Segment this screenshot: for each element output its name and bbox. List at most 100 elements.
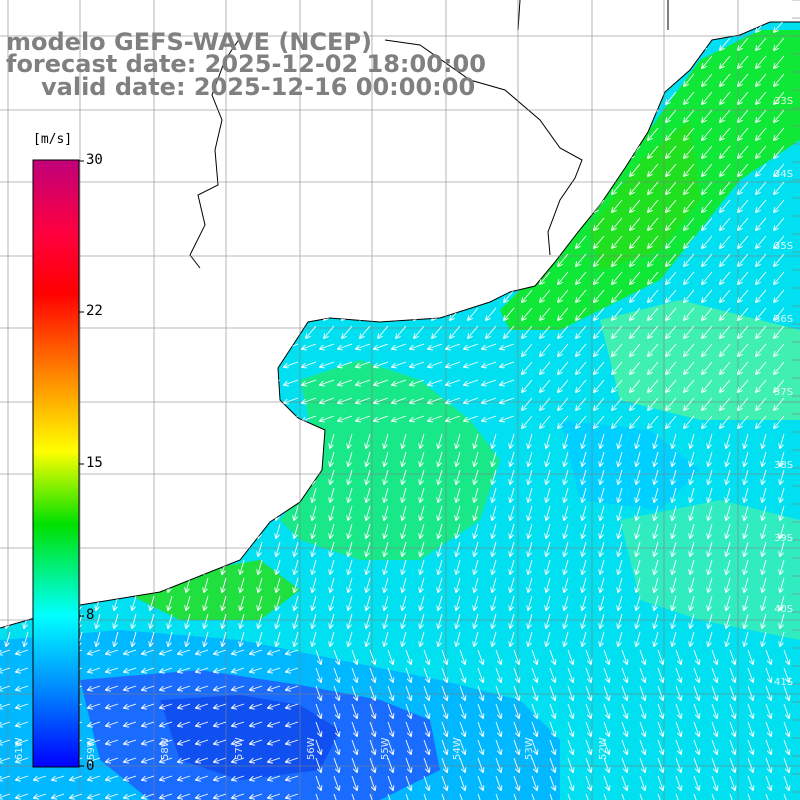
wind-arrow: [582, 541, 587, 556]
wind-arrow: [636, 451, 641, 466]
wind-arrow: [774, 379, 785, 392]
wind-arrow: [504, 289, 515, 302]
wind-arrow: [248, 415, 263, 421]
wind-arrow: [684, 325, 695, 338]
wind-arrow: [576, 181, 587, 194]
wind-arrow: [320, 397, 335, 403]
wind-arrow: [168, 451, 173, 466]
wind-arrow: [222, 505, 227, 520]
wind-arrow: [312, 487, 317, 502]
wind-arrow: [756, 253, 767, 266]
wind-arrow: [504, 307, 515, 320]
wind-arrow: [312, 541, 317, 556]
wind-arrow: [564, 487, 569, 502]
wind-arrow: [216, 307, 227, 320]
wind-arrow: [540, 415, 551, 428]
wind-arrow: [594, 145, 605, 158]
wind-arrow: [36, 109, 47, 122]
wind-arrow: [702, 253, 713, 266]
wind-arrow: [720, 91, 731, 104]
wind-arrow: [648, 271, 659, 284]
wind-arrow: [774, 199, 785, 212]
wind-arrow: [24, 631, 29, 646]
wind-arrow: [576, 415, 587, 428]
wind-arrow: [432, 217, 443, 230]
wind-arrow: [114, 469, 119, 484]
wind-arrow: [756, 163, 767, 176]
wind-arrow: [90, 109, 101, 122]
wind-arrow: [342, 109, 353, 122]
wind-arrow: [384, 613, 389, 628]
wind-arrow: [252, 181, 263, 194]
wind-arrow: [648, 361, 659, 374]
wind-arrow: [126, 199, 137, 212]
wind-arrow: [684, 307, 695, 320]
wind-arrow: [780, 595, 785, 610]
wind-arrow: [90, 289, 101, 302]
longitude-label: 57W: [234, 737, 245, 760]
wind-arrow: [204, 469, 209, 484]
wind-arrow: [492, 613, 497, 628]
wind-arrow: [726, 505, 731, 520]
wind-arrow: [306, 307, 317, 320]
wind-arrow: [378, 289, 389, 302]
wind-arrow: [140, 379, 155, 385]
wind-arrow: [150, 631, 155, 646]
wind-arrow: [144, 109, 155, 122]
wind-arrow: [24, 559, 29, 574]
wind-arrow: [410, 361, 425, 367]
wind-arrow: [528, 469, 533, 484]
wind-arrow: [414, 163, 425, 176]
wind-arrow: [522, 55, 533, 68]
wind-arrow: [420, 433, 425, 448]
wind-arrow: [288, 145, 299, 158]
wind-arrow: [558, 127, 569, 140]
wind-arrow: [186, 505, 191, 520]
wind-arrow: [666, 253, 677, 266]
wind-arrow: [360, 163, 371, 176]
wind-arrow: [96, 433, 101, 448]
wind-arrow: [90, 271, 101, 284]
wind-arrow: [582, 559, 587, 574]
wind-arrow: [24, 541, 29, 556]
wind-arrow: [324, 325, 335, 338]
wind-arrow: [168, 487, 173, 502]
wind-arrow: [320, 379, 335, 385]
wind-arrow: [248, 343, 263, 349]
wind-arrow: [612, 343, 623, 356]
wind-arrow: [654, 505, 659, 520]
wind-arrow: [558, 343, 569, 356]
wind-arrow: [420, 559, 425, 574]
wind-arrow: [500, 379, 515, 385]
wind-arrow: [54, 109, 65, 122]
wind-arrow: [774, 361, 785, 374]
wind-arrow: [630, 415, 641, 428]
wind-arrow: [464, 397, 479, 403]
wind-arrow: [756, 73, 767, 86]
wind-arrow: [738, 181, 749, 194]
wind-arrow: [366, 541, 371, 556]
wind-arrow: [204, 523, 209, 538]
wind-arrow: [702, 145, 713, 158]
wind-arrow: [600, 433, 605, 448]
wind-arrow: [648, 181, 659, 194]
wind-arrow: [402, 451, 407, 466]
wind-arrow: [630, 37, 641, 50]
wind-arrow: [528, 505, 533, 520]
wind-arrow: [132, 469, 137, 484]
wind-arrow: [564, 505, 569, 520]
wind-arrow: [558, 91, 569, 104]
wind-arrow: [294, 433, 299, 448]
wind-arrow: [576, 199, 587, 212]
wind-arrow: [324, 199, 335, 212]
wind-arrow: [162, 163, 173, 176]
wind-arrow: [366, 559, 371, 574]
wind-arrow: [402, 487, 407, 502]
wind-arrow: [392, 379, 407, 385]
wind-arrow: [294, 523, 299, 538]
wind-arrow: [420, 523, 425, 538]
wind-arrow: [240, 505, 245, 520]
wind-arrow: [540, 163, 551, 176]
wind-arrow: [630, 397, 641, 410]
wind-arrow: [612, 235, 623, 248]
